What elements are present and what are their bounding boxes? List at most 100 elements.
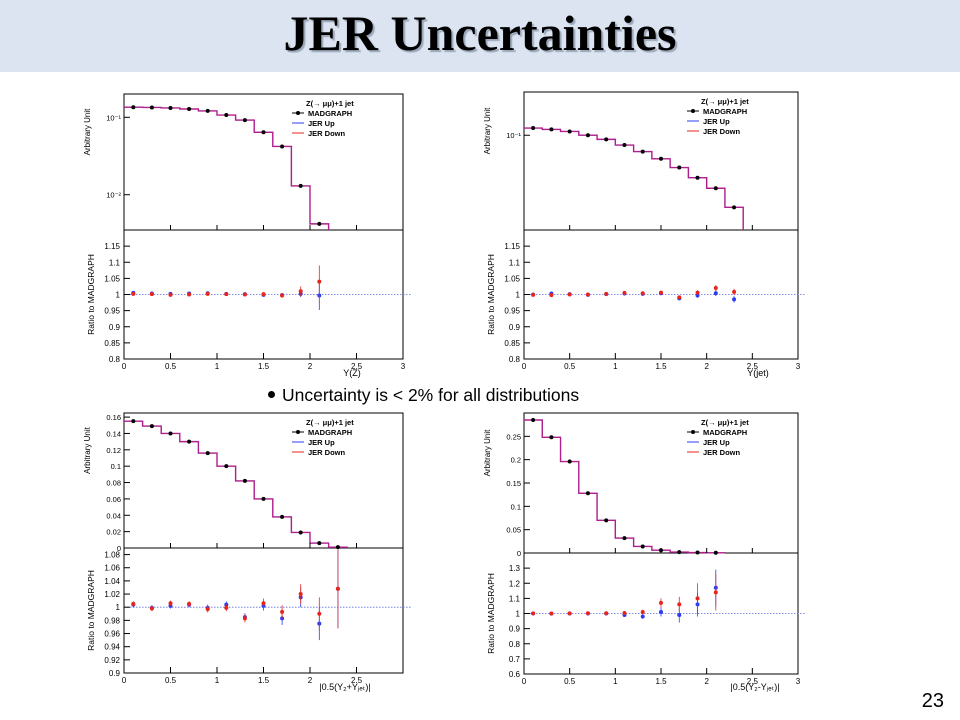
jer-down-point <box>224 605 229 610</box>
jer-down-point <box>187 292 192 297</box>
ratio-y-axis-label: Ratio to MADGRAPH <box>486 573 496 654</box>
jer-down-point <box>604 611 609 616</box>
legend-marker <box>691 430 695 434</box>
x-axis-label: |0.5(Y₂-Yⱼₑₜ)| <box>730 682 779 692</box>
ratio-y-tick-label: 0.8 <box>109 355 121 364</box>
madgraph-point <box>622 536 627 541</box>
ratio-y-tick-label: 1.2 <box>509 579 521 588</box>
top-y-axis-label: Arbitrary Unit <box>483 107 492 154</box>
jer-down-histogram <box>524 127 744 230</box>
madgraph-point <box>298 183 303 188</box>
madgraph-point <box>205 451 210 456</box>
top-y-tick-label: 0.06 <box>106 495 121 504</box>
top-y-tick-label: 10⁻¹ <box>106 113 121 122</box>
x-tick-label: 3 <box>401 362 406 371</box>
x-tick-label: 1.5 <box>258 676 270 685</box>
jer-up-point <box>659 609 663 614</box>
jer-down-point <box>317 279 322 284</box>
madgraph-point <box>531 126 536 131</box>
x-tick-label: 1.5 <box>655 362 667 371</box>
ratio-y-tick-label: 1.06 <box>104 564 120 573</box>
ratio-y-tick-label: 0.8 <box>509 640 521 649</box>
jer-down-point <box>149 606 154 611</box>
madgraph-point <box>242 118 247 123</box>
jer-up-point <box>713 291 718 296</box>
top-y-tick-label: 0.25 <box>506 432 521 441</box>
ratio-y-axis-label: Ratio to MADGRAPH <box>486 254 496 335</box>
ratio-y-tick-label: 1 <box>116 603 121 612</box>
madgraph-point <box>659 156 663 161</box>
jer-down-point <box>168 601 173 606</box>
madgraph-point <box>604 518 609 523</box>
legend-entry: MADGRAPH <box>703 107 747 116</box>
jer-down-point <box>549 293 554 298</box>
jer-up-histogram <box>124 106 330 230</box>
legend-entry: MADGRAPH <box>308 109 352 118</box>
x-tick-label: 2.5 <box>351 362 363 371</box>
jer-down-point <box>298 289 303 294</box>
legend-entry: JER Up <box>703 117 730 126</box>
jer-down-point <box>280 293 285 298</box>
ratio-y-tick-label: 0.92 <box>104 656 120 665</box>
bullet-text: Uncertainty is < 2% for all distribution… <box>282 385 580 405</box>
x-tick-label: 1 <box>215 676 220 685</box>
top-y-tick-label: 0 <box>517 549 521 558</box>
ratio-y-tick-label: 1.05 <box>504 274 520 283</box>
x-axis-label: Y(Z) <box>343 368 361 378</box>
jer-down-point <box>261 292 266 297</box>
madgraph-point <box>549 127 554 132</box>
jer-up-point <box>695 293 700 298</box>
madgraph-point <box>695 175 700 180</box>
page-number: 23 <box>921 690 944 712</box>
jer-up-point <box>732 297 737 302</box>
madgraph-point <box>224 113 229 118</box>
x-tick-label: 1.5 <box>258 362 270 371</box>
madgraph-point <box>677 165 682 170</box>
jer-down-point <box>695 596 700 601</box>
ratio-y-tick-label: 0.98 <box>104 616 120 625</box>
madgraph-point <box>604 137 609 142</box>
chart-panel-bottom-left: 0 0.02 0.04 0.06 0.08 0.1 0.12 0.14 0.16 Z(→ μμ)+… <box>83 412 411 692</box>
madgraph-point <box>549 435 554 440</box>
jer-down-point <box>242 616 247 621</box>
legend-entry: JER Down <box>308 129 346 138</box>
madgraph-point <box>261 496 266 501</box>
jer-down-point <box>622 611 627 616</box>
x-tick-label: 1 <box>613 677 618 686</box>
x-tick-label: 1 <box>215 362 220 371</box>
legend-entry: MADGRAPH <box>308 428 352 437</box>
jer-up-histogram <box>524 419 726 554</box>
x-tick-label: 1 <box>613 362 618 371</box>
top-frame <box>123 93 404 231</box>
x-tick-label: 1.5 <box>655 677 667 686</box>
legend-marker <box>296 111 300 115</box>
legend-title: Z(→ μμ)+1 jet <box>306 418 354 427</box>
jer-down-point <box>677 295 682 300</box>
jer-down-point <box>585 292 590 297</box>
ratio-y-tick-label: 0.9 <box>109 669 121 678</box>
jer-down-point <box>713 286 718 291</box>
x-axis-label: Y(jet) <box>747 368 769 378</box>
ratio-y-tick-label: 1.15 <box>504 242 520 251</box>
jer-down-point <box>168 292 173 297</box>
jer-down-point <box>131 291 136 296</box>
top-y-axis-label: Arbitrary Unit <box>83 426 92 473</box>
madgraph-point <box>131 419 136 424</box>
ratio-y-axis-label: Ratio to MADGRAPH <box>86 570 96 651</box>
legend-entry: JER Down <box>308 448 346 457</box>
x-tick-label: 0 <box>122 676 127 685</box>
ratio-y-tick-label: 0.7 <box>509 655 521 664</box>
ratio-y-tick-label: 0.9 <box>109 323 121 332</box>
ratio-y-tick-label: 0.95 <box>504 307 520 316</box>
jer-down-histogram <box>124 106 330 230</box>
jer-down-point <box>317 611 322 616</box>
jer-down-point <box>205 291 210 296</box>
jer-down-point <box>713 590 718 595</box>
jer-up-histogram <box>524 127 744 230</box>
jer-down-point <box>149 292 154 297</box>
ratio-y-tick-label: 1.08 <box>104 551 120 560</box>
x-axis-label: |0.5(Y₂+Yⱼₑₜ)| <box>319 682 371 692</box>
madgraph-point <box>280 144 285 149</box>
madgraph-point <box>317 541 322 546</box>
madgraph-point <box>695 550 700 555</box>
